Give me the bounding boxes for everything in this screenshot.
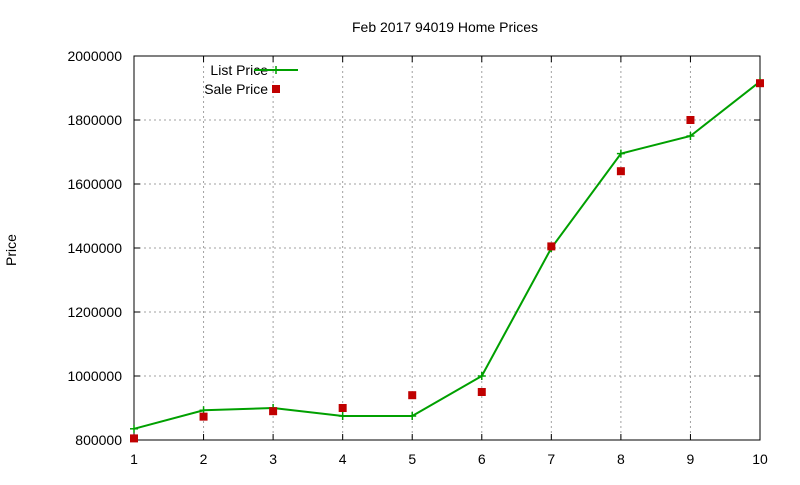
list-price-line (133, 80, 761, 430)
y-tick-label: 1600000 (67, 176, 122, 192)
sale-price-point (130, 434, 138, 443)
y-tick-label: 1800000 (67, 112, 122, 128)
sale-price-point (338, 404, 347, 412)
sale-price-point (269, 407, 278, 416)
legend-square-swatch (272, 85, 280, 93)
x-tick-label: 10 (752, 451, 768, 467)
list-price-point (408, 412, 417, 420)
legend-label: Sale Price (204, 81, 268, 97)
y-tick-label: 2000000 (67, 48, 122, 64)
x-tick-label: 1 (130, 451, 138, 467)
plot-frame (133, 55, 761, 441)
series (130, 77, 764, 443)
y-tick-label: 1000000 (67, 368, 122, 384)
grid (134, 56, 760, 440)
legend: List Price Sale Price (204, 62, 298, 97)
x-tick-label: 4 (339, 451, 347, 467)
list-price-point (686, 132, 695, 140)
y-tick-label: 1400000 (67, 240, 122, 256)
sale-price-point (756, 79, 764, 88)
x-tick-label: 9 (687, 451, 695, 467)
series-list-price (130, 77, 764, 433)
sale-price-point (616, 167, 625, 176)
sale-price-point (547, 242, 556, 251)
x-tick-label: 7 (547, 451, 555, 467)
x-tick-label: 8 (617, 451, 625, 467)
y-tick-label: 1200000 (67, 304, 122, 320)
legend-plus-swatch (272, 66, 280, 74)
series-sale-price (130, 79, 764, 443)
y-axis-label: Price (3, 234, 19, 266)
list-price-point (616, 149, 625, 158)
x-tick-label: 3 (269, 451, 277, 467)
sale-price-point (199, 412, 208, 421)
list-price-point (130, 424, 138, 433)
x-tick-label: 6 (478, 451, 486, 467)
chart-title: Feb 2017 94019 Home Prices (352, 19, 538, 35)
x-tick-label: 5 (408, 451, 416, 467)
legend-label: List Price (210, 62, 268, 78)
x-tick-label: 2 (200, 451, 208, 467)
sale-price-point (477, 388, 486, 396)
sale-price-point (408, 391, 417, 400)
y-tick-label: 800000 (75, 432, 122, 448)
list-price-point (477, 372, 486, 380)
list-price-point (338, 412, 347, 420)
axes: 1 2 3 4 5 6 7 8 9 10 800000 1000000 1200000 1400000 16… (67, 48, 768, 467)
sale-price-point (686, 116, 695, 124)
